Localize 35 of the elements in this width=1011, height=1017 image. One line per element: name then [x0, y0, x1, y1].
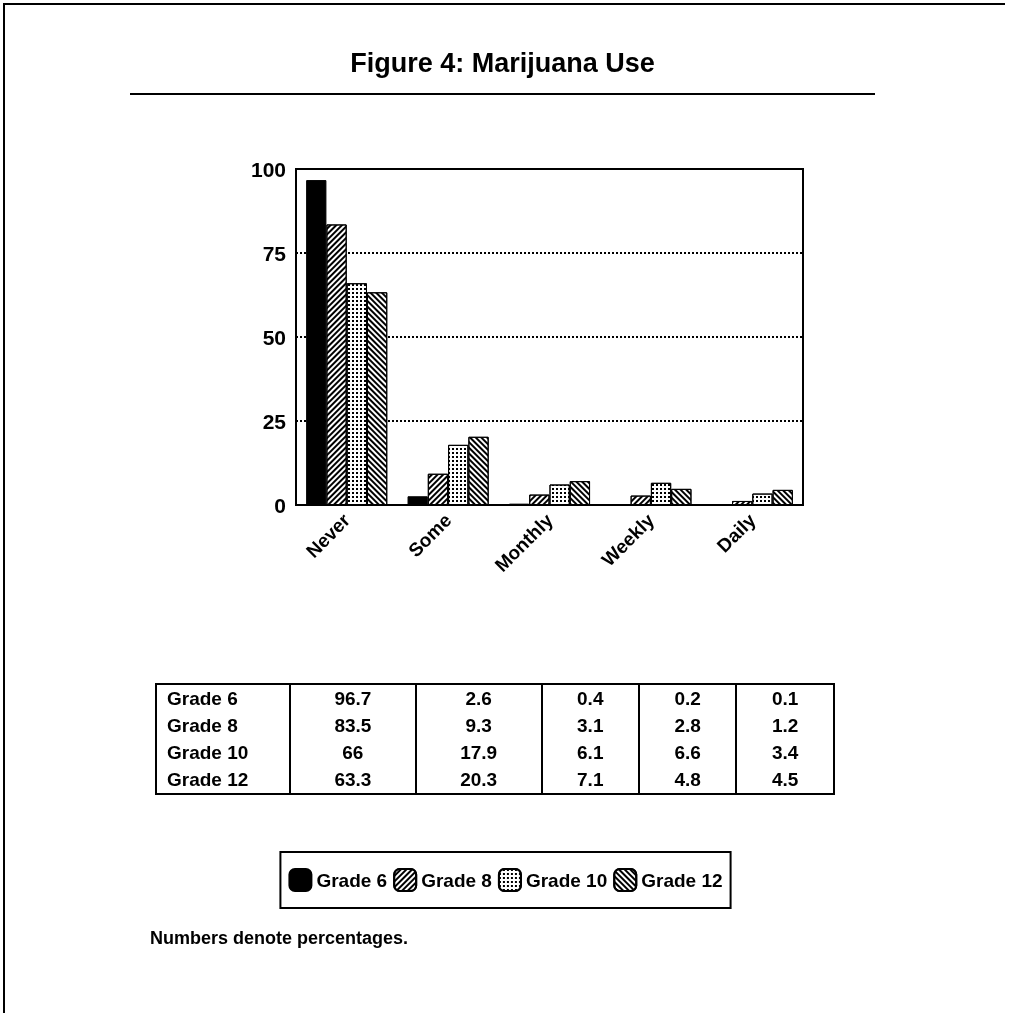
data-label: 96.7	[290, 684, 416, 712]
text: Grade 10	[167, 742, 249, 763]
text: Numbers denote percentages.	[150, 928, 409, 949]
data-label: 6.1	[541, 739, 639, 766]
data-label: 9.3	[415, 712, 542, 739]
data-label: 2.8	[638, 712, 737, 739]
chart-title: Figure 4: Marijuana Use	[130, 48, 875, 95]
y-tick-label: 50	[262, 325, 286, 349]
legend-label: Grade 8	[421, 869, 492, 891]
data-label: 1.2	[736, 712, 834, 739]
data-label: 0.1	[736, 684, 834, 712]
text: Grade 6	[167, 688, 238, 709]
legend-label: Grade 6	[316, 869, 388, 891]
data-label: 83.5	[290, 712, 416, 739]
data-label: 0.2	[638, 684, 737, 712]
y-tick-label: 75	[262, 241, 287, 265]
y-tick-label: 25	[262, 409, 287, 433]
legend-label: Grade 12	[641, 869, 723, 891]
data-label: 4.8	[638, 766, 737, 794]
data-label: 0.4	[541, 684, 639, 712]
data-label: 7.1	[541, 766, 639, 794]
data-label: 20.3	[415, 766, 542, 794]
data-label: 2.6	[415, 684, 542, 712]
legend-label: Grade 10	[525, 869, 608, 891]
data-label: 3.1	[541, 712, 639, 739]
data-label: 4.5	[736, 766, 834, 794]
text: Grade 12	[167, 769, 249, 790]
data-label: 3.4	[736, 739, 834, 766]
data-label: 63.3	[290, 766, 416, 794]
data-label: 66	[290, 739, 416, 766]
text: Grade 8	[167, 715, 238, 736]
data-label: 17.9	[415, 739, 542, 766]
y-tick-label: 100	[250, 157, 286, 181]
data-label: 6.6	[638, 739, 737, 766]
y-tick-label: 0	[274, 493, 286, 517]
